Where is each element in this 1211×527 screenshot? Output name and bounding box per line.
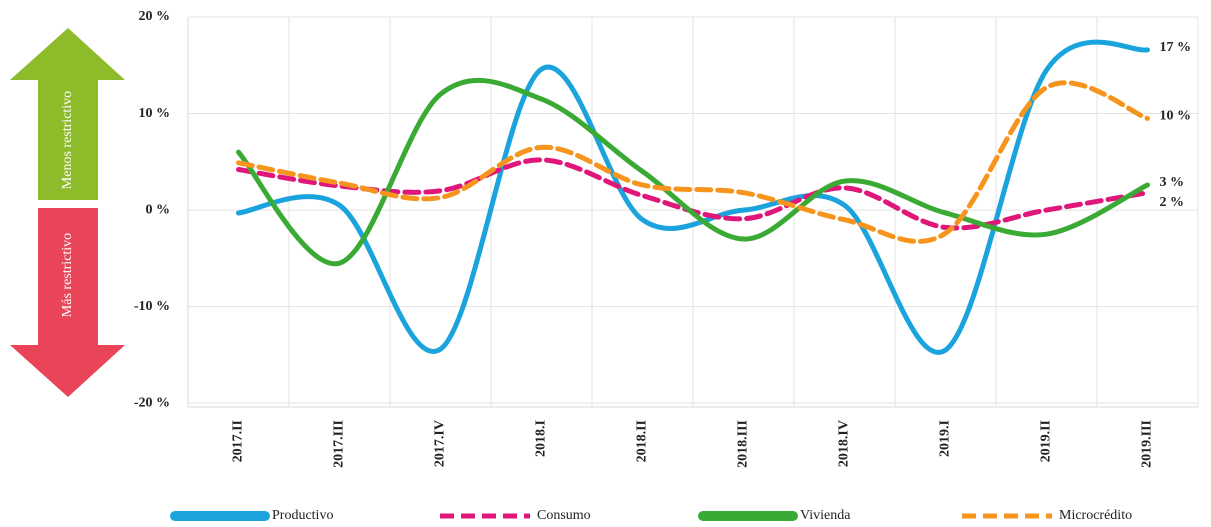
x-tick-label: 2019.III [1140, 420, 1155, 468]
x-tick-label: 2017.III [332, 420, 347, 468]
data-label: 2 % [1160, 195, 1185, 210]
y-tick-label: 20 % [139, 9, 171, 24]
legend-label: Productivo [272, 508, 333, 523]
legend-label: Microcrédito [1059, 508, 1132, 523]
y-tick-label: -20 % [134, 395, 170, 410]
annotation: Más restrictivo [60, 233, 75, 317]
up-arrow [10, 28, 125, 200]
series-line [236, 39, 1150, 355]
legend-label: Consumo [537, 508, 591, 523]
x-tick-label: 2017.II [231, 420, 246, 462]
data-label: 3 % [1160, 175, 1185, 190]
x-tick-label: 2018.III [736, 420, 751, 468]
x-tick-label: 2018.I [534, 420, 549, 457]
legend-label: Vivienda [800, 508, 851, 523]
y-tick-label: -10 % [134, 299, 170, 314]
x-tick-label: 2018.IV [837, 420, 852, 467]
y-tick-label: 0 % [146, 202, 171, 217]
x-tick-label: 2018.II [635, 420, 650, 462]
x-tick-label: 2019.I [938, 420, 953, 457]
x-tick-label: 2017.IV [433, 420, 448, 467]
down-arrow [10, 208, 125, 397]
data-label: 17 % [1160, 40, 1192, 55]
data-label: 10 % [1160, 109, 1192, 124]
x-tick-label: 2019.II [1039, 420, 1054, 462]
y-tick-label: 10 % [139, 106, 171, 121]
series-line [236, 80, 1150, 244]
annotation: Menos restrictivo [60, 91, 75, 189]
